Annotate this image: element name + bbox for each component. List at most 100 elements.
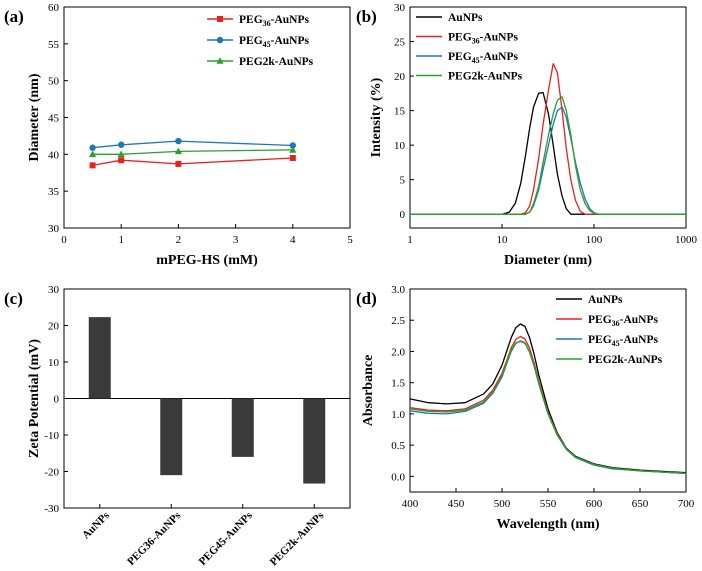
xtick-label-1-1: 10 (497, 234, 509, 246)
y-axis-label-2: Zeta Potential (mV) (27, 339, 42, 458)
data-point-0-1-2 (175, 137, 182, 145)
xtick-label-0-3: 3 (233, 234, 239, 246)
plot-frame-1 (409, 6, 687, 229)
ytick-label-0-3: 45 (48, 113, 60, 125)
series-line-0-0 (92, 157, 293, 167)
legend-label-3-2: PEG45-AuNPs (588, 334, 659, 348)
ytick-label-1-4: 20 (394, 71, 406, 83)
xtick-label-0-2: 2 (176, 234, 182, 246)
xtick-label-3-6: 700 (678, 498, 695, 510)
panel-label-1: (b) (356, 7, 377, 26)
legend-marker-0-1 (216, 36, 224, 44)
ytick-label-2-6: 30 (48, 284, 60, 296)
series-line-1-0 (410, 91, 686, 215)
data-point-0-0-2 (175, 160, 182, 167)
data-point-0-1-3 (289, 142, 296, 149)
ytick-label-1-0: 0 (400, 209, 406, 221)
xtick-label-3-1: 450 (448, 498, 465, 510)
y-axis-label-1: Intensity (%) (369, 77, 384, 157)
ytick-label-3-3: 1.5 (391, 378, 405, 390)
panel-label-0: (a) (4, 7, 24, 26)
legend-label-3-0: AuNPs (588, 294, 623, 306)
ytick-label-3-1: 0.5 (391, 440, 405, 452)
ytick-label-3-0: 0.0 (391, 471, 405, 483)
ytick-label-1-2: 10 (394, 140, 406, 152)
legend-label-0-1: PEG45-AuNPs (239, 35, 310, 49)
legend-label-1-2: PEG45-AuNPs (448, 51, 519, 65)
ytick-label-2-5: 20 (48, 321, 60, 333)
panel-label-2: (c) (4, 289, 23, 308)
legend-label-1-1: PEG36-AuNPs (448, 32, 519, 46)
xtick-label-0-4: 4 (290, 234, 296, 246)
bar-2-2 (231, 398, 254, 457)
xtick-label-3-2: 500 (494, 498, 511, 510)
panel-label-3: (d) (356, 289, 377, 308)
data-point-0-0-0 (89, 162, 96, 169)
data-point-0-2-1 (117, 150, 125, 158)
category-label-2-3: PEG2k-AuNPs (268, 509, 327, 568)
ytick-label-3-2: 1.0 (391, 409, 405, 421)
ytick-label-3-5: 2.5 (391, 315, 405, 327)
data-point-0-1-0 (89, 144, 96, 151)
ytick-label-0-6: 60 (48, 2, 60, 14)
legend-label-3-1: PEG36-AuNPs (588, 314, 659, 328)
xtick-label-3-4: 600 (586, 498, 603, 510)
data-point-0-0-1 (118, 157, 125, 164)
legend-marker-0-0 (217, 16, 223, 22)
category-label-2-0: AuNPs (80, 509, 112, 541)
xtick-label-1-0: 1 (407, 234, 413, 246)
ytick-label-0-0: 30 (48, 223, 60, 235)
x-axis-label-0: mPEG-HS (mM) (156, 253, 258, 268)
ytick-label-1-6: 30 (394, 2, 406, 14)
legend-label-0-0: PEG36-AuNPs (239, 14, 310, 28)
data-point-0-1-1 (118, 141, 125, 148)
series-line-3-0 (409, 323, 687, 474)
bar-2-3 (303, 398, 326, 484)
xtick-label-3-0: 400 (402, 498, 419, 510)
series-line-0-2 (92, 149, 293, 155)
ytick-label-1-3: 15 (394, 106, 406, 118)
legend-label-0-2: PEG2k-AuNPs (239, 56, 314, 68)
xtick-label-3-5: 650 (632, 498, 649, 510)
x-axis-label-1: Diameter (nm) (504, 253, 592, 268)
xtick-label-0-1: 1 (118, 234, 124, 246)
data-point-0-2-0 (89, 150, 97, 158)
data-point-0-2-3 (289, 146, 297, 153)
ytick-label-1-1: 5 (400, 175, 406, 187)
legend-marker-0-2 (216, 57, 224, 64)
ytick-label-2-4: 10 (48, 357, 60, 369)
xtick-label-0-0: 0 (61, 234, 67, 246)
legend-label-3-3: PEG2k-AuNPs (588, 354, 663, 366)
ytick-label-3-6: 3.0 (391, 284, 405, 296)
series-line-0-1 (92, 140, 293, 149)
ytick-label-0-4: 50 (48, 76, 60, 88)
legend-label-1-3: PEG2k-AuNPs (448, 71, 523, 83)
ytick-label-2-3: 0 (54, 394, 60, 406)
category-label-2-1: PEG36-AuNPs (125, 509, 184, 568)
category-label-2-2: PEG45-AuNPs (197, 509, 256, 568)
bar-2-1 (160, 398, 183, 476)
ytick-label-0-2: 40 (48, 149, 60, 161)
x-axis-label-3: Wavelength (nm) (496, 517, 599, 532)
y-axis-label-3: Absorbance (361, 355, 376, 427)
ytick-label-2-2: -10 (44, 430, 59, 442)
ytick-label-0-1: 35 (48, 186, 60, 198)
ytick-label-3-4: 2.0 (391, 346, 405, 358)
data-point-0-0-3 (289, 155, 296, 162)
series-line-1-2 (410, 106, 686, 215)
ytick-label-2-0: -30 (44, 503, 59, 515)
ytick-label-1-5: 25 (394, 37, 406, 49)
series-line-3-3 (409, 340, 687, 474)
legend-label-1-0: AuNPs (448, 12, 483, 24)
ytick-label-0-5: 55 (48, 39, 60, 51)
bar-2-0 (88, 317, 111, 399)
ytick-label-2-1: -20 (44, 467, 59, 479)
xtick-label-3-3: 550 (540, 498, 557, 510)
series-line-1-3 (410, 96, 686, 215)
y-axis-label-0: Diameter (nm) (27, 73, 42, 161)
xtick-label-0-5: 5 (347, 234, 353, 246)
xtick-label-1-2: 100 (586, 234, 603, 246)
xtick-label-1-3: 1000 (675, 234, 698, 246)
data-point-0-2-2 (174, 147, 182, 155)
